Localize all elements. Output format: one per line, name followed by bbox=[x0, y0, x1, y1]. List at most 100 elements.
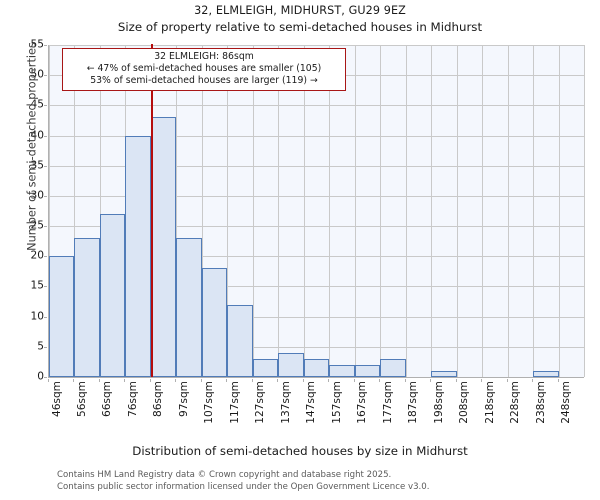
x-tick-label: 66sqm bbox=[101, 381, 114, 418]
x-tick-label: 76sqm bbox=[126, 381, 139, 418]
y-tick-label: 5 bbox=[37, 340, 44, 353]
y-tick-label: 0 bbox=[37, 370, 44, 383]
gridline-horizontal bbox=[49, 256, 584, 258]
gridline-vertical bbox=[329, 45, 330, 377]
x-tick-mark bbox=[175, 379, 177, 382]
gridline-horizontal bbox=[49, 135, 584, 137]
histogram-bar bbox=[176, 238, 202, 377]
histogram-bar bbox=[431, 370, 457, 377]
histogram-bar bbox=[252, 358, 279, 377]
gridline-vertical bbox=[406, 45, 407, 377]
x-tick-label: 107sqm bbox=[203, 381, 216, 424]
y-tick-mark bbox=[44, 105, 47, 107]
x-tick-mark bbox=[226, 379, 228, 382]
gridline-horizontal bbox=[49, 226, 584, 228]
y-tick-label: 20 bbox=[30, 249, 44, 262]
x-tick-label: 97sqm bbox=[177, 381, 190, 418]
x-tick-mark bbox=[200, 379, 202, 382]
x-tick-label: 208sqm bbox=[458, 381, 471, 424]
histogram-bar bbox=[99, 214, 126, 377]
y-tick-mark bbox=[44, 75, 47, 77]
histogram-bar bbox=[380, 358, 406, 377]
gridline-vertical bbox=[74, 45, 75, 377]
histogram-bar bbox=[125, 135, 151, 377]
x-tick-mark bbox=[532, 379, 534, 382]
gridline-vertical bbox=[533, 45, 534, 377]
x-tick-mark bbox=[251, 379, 253, 382]
x-tick-label: 157sqm bbox=[330, 381, 343, 424]
x-tick-mark bbox=[302, 379, 304, 382]
histogram-bar bbox=[49, 256, 75, 377]
x-tick-label: 86sqm bbox=[152, 381, 165, 418]
y-tick-label: 35 bbox=[30, 159, 44, 172]
y-tick-mark bbox=[44, 256, 47, 258]
histogram-bar bbox=[303, 358, 330, 377]
y-axis-title: Number of semi-detached properties bbox=[25, 42, 39, 251]
y-tick-label: 25 bbox=[30, 219, 44, 232]
y-tick-label: 45 bbox=[30, 99, 44, 112]
gridline-horizontal bbox=[49, 346, 584, 348]
footer-attribution: Contains HM Land Registry data © Crown c… bbox=[57, 470, 577, 493]
histogram-bar bbox=[74, 238, 100, 377]
y-tick-mark bbox=[44, 135, 47, 137]
y-tick-label: 55 bbox=[30, 38, 44, 51]
x-tick-label: 117sqm bbox=[228, 381, 241, 424]
gridline-vertical bbox=[482, 45, 483, 377]
histogram-bar bbox=[533, 370, 559, 377]
x-tick-mark bbox=[506, 379, 508, 382]
x-tick-mark bbox=[353, 379, 355, 382]
gridline-vertical bbox=[304, 45, 305, 377]
gridline-vertical bbox=[559, 45, 560, 377]
x-tick-label: 177sqm bbox=[381, 381, 394, 424]
x-tick-label: 228sqm bbox=[509, 381, 522, 424]
x-tick-mark bbox=[557, 379, 559, 382]
y-tick-mark bbox=[44, 226, 47, 228]
y-tick-mark bbox=[44, 45, 47, 46]
x-tick-mark bbox=[481, 379, 483, 382]
x-tick-mark bbox=[48, 379, 49, 382]
x-tick-label: 137sqm bbox=[279, 381, 292, 424]
x-tick-mark bbox=[149, 379, 151, 382]
y-tick-mark bbox=[44, 286, 47, 288]
x-tick-mark bbox=[124, 379, 126, 382]
histogram-bar bbox=[354, 364, 381, 377]
x-tick-label: 238sqm bbox=[534, 381, 547, 424]
gridline-horizontal bbox=[49, 316, 584, 318]
gridline-vertical bbox=[253, 45, 254, 377]
histogram-bar bbox=[278, 352, 304, 377]
x-tick-mark bbox=[328, 379, 330, 382]
chart-subtitle: Size of property relative to semi-detach… bbox=[117, 20, 483, 34]
x-tick-mark bbox=[455, 379, 457, 382]
histogram-bar bbox=[329, 364, 355, 377]
y-tick-label: 40 bbox=[30, 129, 44, 142]
y-axis-labels: 0 5 10 15 20 25 30 35 40 45 50 55 bbox=[0, 40, 47, 382]
histogram-bar bbox=[150, 117, 177, 377]
gridline-vertical bbox=[278, 45, 279, 377]
x-axis-labels: 46sqm 56sqm 66sqm 76sqm 86sqm 97sqm 107sqm 117s… bbox=[48, 379, 583, 439]
x-tick-mark bbox=[73, 379, 75, 382]
x-tick-mark bbox=[98, 379, 100, 382]
gridline-horizontal bbox=[49, 105, 584, 107]
x-tick-label: 56sqm bbox=[75, 381, 88, 418]
x-tick-mark bbox=[379, 379, 381, 382]
gridline-horizontal bbox=[49, 286, 584, 288]
gridline-horizontal bbox=[49, 45, 584, 46]
annotation-box: 32 ELMLEIGH: 86sqm ← 47% of semi-detache… bbox=[62, 48, 346, 91]
y-tick-mark bbox=[44, 346, 47, 348]
gridline-vertical bbox=[49, 45, 50, 377]
page-title: 32, ELMLEIGH, MIDHURST, GU29 9EZ bbox=[194, 4, 406, 17]
footer-line-2: Contains public sector information licen… bbox=[57, 481, 430, 492]
y-tick-label: 10 bbox=[30, 310, 44, 323]
x-tick-label: 218sqm bbox=[483, 381, 496, 424]
y-tick-label: 50 bbox=[30, 68, 44, 81]
y-tick-mark bbox=[44, 195, 47, 197]
gridline-vertical bbox=[584, 45, 585, 377]
gridline-vertical bbox=[457, 45, 458, 377]
annotation-line-1: 32 ELMLEIGH: 86sqm bbox=[154, 51, 254, 62]
x-tick-label: 198sqm bbox=[432, 381, 445, 424]
x-tick-label: 46sqm bbox=[50, 381, 63, 418]
property-marker-line bbox=[150, 44, 153, 377]
histogram-bar bbox=[227, 304, 253, 377]
y-tick-mark bbox=[44, 377, 47, 378]
